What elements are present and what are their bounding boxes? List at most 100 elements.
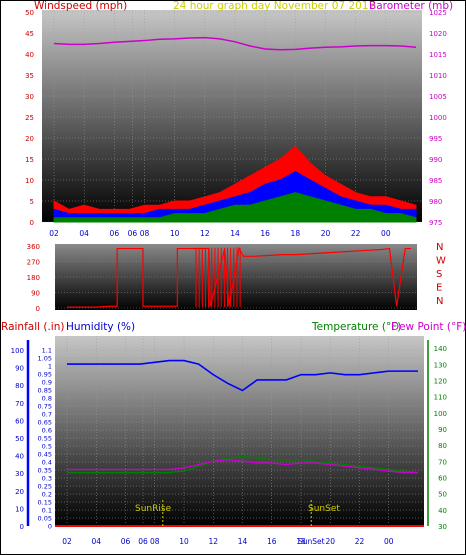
humidity-tick-label: 10 xyxy=(15,505,24,513)
rain-tick-label: 0.35 xyxy=(38,467,52,475)
baro-tick-label: 1020 xyxy=(429,30,447,38)
humidity-tick-label: 30 xyxy=(15,470,24,478)
wind-tick-label: 50 xyxy=(25,9,34,17)
wind-low-area xyxy=(53,192,417,223)
temp-tick-label: 90 xyxy=(438,426,447,434)
wind-direction-line xyxy=(67,246,411,308)
baro-tick-label: 1000 xyxy=(429,114,447,122)
temp-tick-label: 130 xyxy=(434,361,447,369)
sunset-label: SunSet xyxy=(308,504,340,514)
humidity-line xyxy=(67,359,418,392)
humidity-tick-label: 100 xyxy=(11,347,24,355)
time-tick-label: 00 xyxy=(384,537,394,546)
baro-tick-label: 1005 xyxy=(429,93,447,101)
direction-tick-label: 180 xyxy=(27,274,40,282)
rain-tick-label: 0.45 xyxy=(38,451,52,459)
time-tick-label: 10 xyxy=(170,229,180,238)
temp-tick-label: 80 xyxy=(438,442,447,450)
humidity-tick-label: 40 xyxy=(15,453,24,461)
dewpoint-axis-label: Dew Point (°F) xyxy=(391,321,466,333)
time-tick-label: 14 xyxy=(230,229,240,238)
rain-tick-label: 0.75 xyxy=(38,403,52,411)
rain-tick-label: 0.1 xyxy=(42,507,52,515)
time-tick-label: 16 xyxy=(260,229,270,238)
temp-tick-label: 110 xyxy=(434,394,447,402)
rain-tick-label: 0.4 xyxy=(42,459,52,467)
direction-tick-label: 90 xyxy=(31,290,40,298)
temp-tick-label: 50 xyxy=(438,491,447,499)
wind-tick-label: 20 xyxy=(25,135,34,143)
rain-tick-label: 0.9 xyxy=(42,379,52,387)
time-tick-label: 16 xyxy=(267,537,277,546)
baro-tick-label: 995 xyxy=(429,135,442,143)
temperature-line xyxy=(67,455,419,474)
rain-tick-label: 0.65 xyxy=(38,419,52,427)
compass-label: W xyxy=(436,256,446,267)
time-tick-label: 18 xyxy=(296,537,306,546)
wind-tick-label: 35 xyxy=(25,72,34,80)
time-tick-label: 06 xyxy=(138,537,148,546)
rain-tick-label: 0.7 xyxy=(42,411,52,419)
humidity-axis-label: Humidity (%) xyxy=(66,321,135,333)
temp-tick-label: 120 xyxy=(434,377,447,385)
rain-tick-label: 0 xyxy=(48,523,52,531)
time-tick-label: 10 xyxy=(179,537,189,546)
wind-tick-label: 25 xyxy=(25,114,34,122)
time-tick-label: 18 xyxy=(291,229,301,238)
wind-tick-label: 0 xyxy=(30,219,34,227)
humidity-tick-label: 60 xyxy=(15,417,24,425)
baro-tick-label: 1025 xyxy=(429,9,447,17)
rain-tick-label: 0.5 xyxy=(42,443,52,451)
rain-tick-label: 0.05 xyxy=(38,515,52,523)
time-tick-label: 12 xyxy=(208,537,218,546)
time-tick-label: 08 xyxy=(150,537,160,546)
time-tick-label: 14 xyxy=(238,537,248,546)
time-tick-label: 08 xyxy=(140,229,150,238)
baro-tick-label: 990 xyxy=(429,156,442,164)
time-tick-label: 22 xyxy=(351,229,361,238)
rain-tick-label: 0.6 xyxy=(42,427,52,435)
temp-tick-label: 140 xyxy=(434,345,447,353)
temp-tick-label: 40 xyxy=(438,507,447,515)
humidity-tick-label: 50 xyxy=(15,435,24,443)
compass-label: N xyxy=(436,242,443,253)
time-tick-label: 12 xyxy=(200,229,210,238)
direction-tick-label: 0 xyxy=(36,305,40,313)
rain-tick-label: 1.1 xyxy=(42,347,52,355)
barometer-axis-label: Barometer (mb) xyxy=(369,0,453,12)
barometer-line xyxy=(53,36,417,51)
compass-label: E xyxy=(436,283,442,294)
compass-label: S xyxy=(436,269,442,280)
time-tick-label: 20 xyxy=(325,537,335,546)
humidity-plot-area xyxy=(55,336,424,526)
temp-tick-label: 30 xyxy=(438,523,447,531)
rain-tick-label: 0.3 xyxy=(42,475,52,483)
humidity-tick-label: 20 xyxy=(15,488,24,496)
baro-tick-label: 980 xyxy=(429,198,442,206)
baro-tick-label: 1010 xyxy=(429,72,447,80)
temp-tick-label: 100 xyxy=(434,410,447,418)
time-tick-label: 00 xyxy=(381,229,391,238)
wind-tick-label: 40 xyxy=(25,51,34,59)
temp-tick-label: 60 xyxy=(438,474,447,482)
rain-tick-label: 0.95 xyxy=(38,371,52,379)
time-tick-label: 06 xyxy=(121,537,131,546)
rain-tick-label: 0.25 xyxy=(38,483,52,491)
rain-tick-label: 0.8 xyxy=(42,395,52,403)
wind-tick-label: 45 xyxy=(25,30,34,38)
rain-tick-label: 1.05 xyxy=(38,355,52,363)
rain-tick-label: 0.55 xyxy=(38,435,52,443)
time-tick-label: 22 xyxy=(355,537,365,546)
rain-tick-label: 1 xyxy=(48,363,52,371)
time-tick-label: 20 xyxy=(321,229,331,238)
dewpoint-line xyxy=(67,458,418,474)
time-tick-label: 06 xyxy=(128,229,138,238)
compass-label: N xyxy=(436,296,443,307)
humidity-tick-label: 90 xyxy=(15,365,24,373)
time-tick-label: 04 xyxy=(91,537,101,546)
wind-tick-label: 5 xyxy=(30,198,34,206)
baro-tick-label: 1015 xyxy=(429,51,447,59)
time-tick-label: 02 xyxy=(49,229,59,238)
rain-tick-label: 0.85 xyxy=(38,387,52,395)
